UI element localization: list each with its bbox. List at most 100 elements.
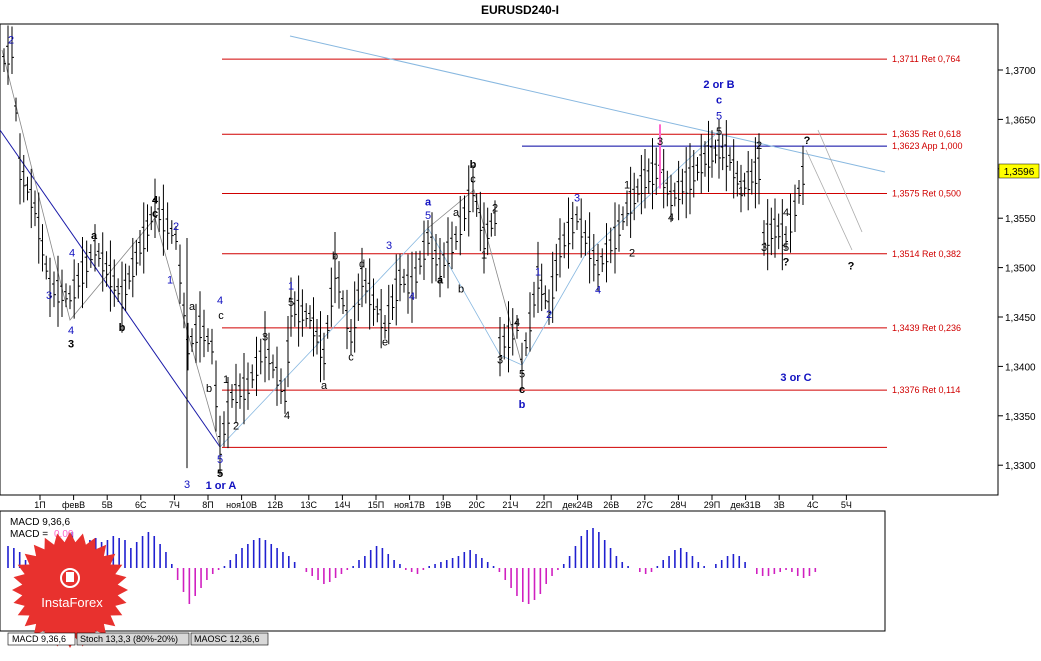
tab-macd[interactable] [7, 632, 76, 646]
wave-label: c [152, 208, 158, 220]
date-tick: 20С [469, 500, 486, 510]
date-tick: 21Ч [502, 500, 518, 510]
wave-label: 3 [184, 479, 190, 491]
wave-label: 3 [657, 136, 663, 148]
current-price-badge [998, 163, 1040, 179]
date-tick: 28Ч [670, 500, 686, 510]
date-tick: 6С [135, 500, 147, 510]
wave-label: 1 [288, 280, 294, 292]
svg-text:MAOSC 12,36,6: MAOSC 12,36,6 [194, 634, 260, 644]
wave-label: 5 [519, 368, 525, 380]
wave-label: 2 [233, 421, 239, 433]
wave-label: 3 [68, 339, 74, 351]
price-tick: 1,3300 [1005, 461, 1036, 472]
wave-label: 3 [574, 192, 580, 204]
macd-frame [0, 510, 886, 632]
wave-label: 2 [8, 34, 14, 46]
wave-label: c [470, 174, 476, 186]
wave-label: 3 [497, 354, 503, 366]
price-tick: 1,3350 [1005, 412, 1036, 423]
wave-label: 1 [738, 185, 744, 197]
wave-label: 3 [262, 332, 268, 344]
wave-label: 3 [46, 290, 52, 302]
date-tick: ноя17В [394, 500, 425, 510]
wave-label: c [218, 310, 224, 322]
wave-label: b [519, 399, 526, 411]
wave-label: 4 [783, 207, 789, 219]
instaforex-logo: InstaForex [12, 532, 128, 648]
macd-title: MACD 9,36,6 [10, 517, 70, 528]
wave-label: 3 or C [780, 372, 811, 384]
wave-label: 5 [425, 210, 431, 222]
fib-label: 1,3575 Ret 0,500 [892, 189, 961, 199]
fib-label: 1,3623 App 1,000 [892, 141, 963, 151]
wave-label: b [206, 383, 212, 395]
wave-label: 4 [217, 295, 223, 307]
wave-label: d [359, 259, 365, 271]
wave-label: 1 [624, 180, 630, 192]
wave-label: 1 [167, 274, 173, 286]
wave-label: 5 [716, 110, 722, 122]
wave-label: 5 [783, 242, 789, 254]
date-tick: 4С [807, 500, 819, 510]
date-tick: 8П [202, 500, 213, 510]
wave-label: 4 [409, 291, 415, 303]
date-tick: ноя10В [226, 500, 257, 510]
wave-label: 1 [535, 267, 541, 279]
wave-label: 2 [492, 202, 498, 214]
date-tick: 5Ч [841, 500, 852, 510]
date-tick: 13С [301, 500, 318, 510]
fib-label: 1,3635 Ret 0,618 [892, 129, 961, 139]
wave-label: 4 [514, 317, 520, 329]
date-tick: 1П [34, 500, 45, 510]
wave-label: a [453, 207, 460, 219]
price-bars [2, 25, 805, 476]
date-tick: дек31В [730, 500, 760, 510]
wave-label: 5 [217, 454, 223, 466]
wave-label: b [470, 159, 477, 171]
wave-label: 3 [761, 242, 767, 254]
wave-label: a [91, 230, 98, 242]
date-tick: 29П [704, 500, 720, 510]
wave-label: ? [848, 261, 855, 273]
fib-label: 1,3439 Ret 0,236 [892, 323, 961, 333]
date-tick: 26В [603, 500, 619, 510]
date-tick: 15П [368, 500, 384, 510]
wave-label: c [348, 351, 354, 363]
wave-label: a [321, 380, 328, 392]
wave-label: 5 [288, 297, 294, 309]
wave-label: 4 [68, 325, 74, 337]
wave-label: 4 [595, 284, 601, 296]
date-tick: 7Ч [169, 500, 180, 510]
wave-label: c [716, 95, 722, 107]
watermark-text: InstaForex [41, 595, 103, 610]
wave-label: 2 [629, 248, 635, 260]
date-tick: февВ [62, 500, 85, 510]
date-tick: 22П [536, 500, 552, 510]
svg-text:Stoch 13,3,3 (80%-20%): Stoch 13,3,3 (80%-20%) [80, 634, 178, 644]
wave-label: 1 [481, 250, 487, 262]
wave-label: 4 [69, 248, 75, 260]
wave-label: a [437, 274, 444, 286]
indicator-tabs: MACD 9,36,6 Stoch 13,3,3 (80%-20%) MAOSC… [7, 632, 269, 646]
current-price: 1,3596 [1004, 167, 1035, 178]
price-tick: 1,3400 [1005, 362, 1036, 373]
wave-label: a [189, 301, 196, 313]
wave-label: 1 [223, 374, 229, 386]
fib-label: 1,3514 Ret 0,382 [892, 249, 961, 259]
chart-title: EURUSD240-I [481, 3, 559, 17]
date-tick: 19В [435, 500, 451, 510]
price-tick: 1,3550 [1005, 214, 1036, 225]
price-tick: 1,3500 [1005, 264, 1036, 275]
date-tick: 5В [102, 500, 113, 510]
wave-label: b [332, 251, 338, 263]
wave-label: 1 or A [206, 480, 237, 492]
date-tick: 12В [267, 500, 283, 510]
wave-label: ? [783, 257, 790, 269]
tab-maosc[interactable] [190, 632, 269, 646]
tab-stoch[interactable] [76, 632, 190, 646]
date-tick: 14Ч [334, 500, 350, 510]
wave-label: b [458, 283, 464, 295]
wave-label: 2 [546, 309, 552, 321]
